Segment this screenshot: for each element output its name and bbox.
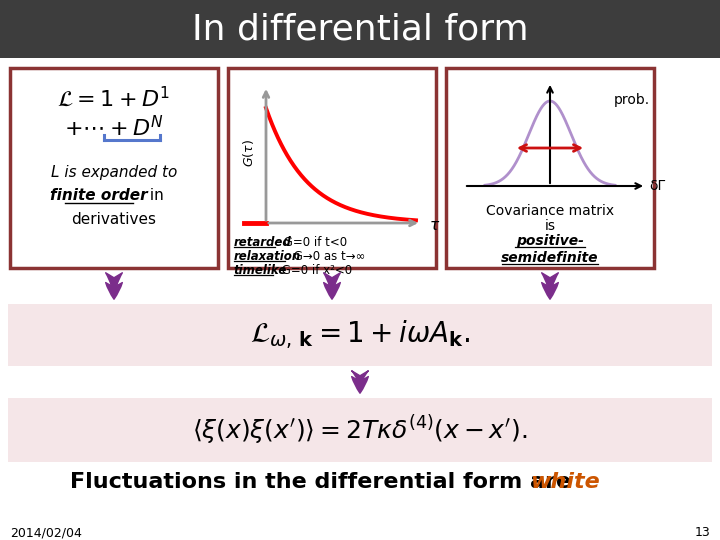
Text: $\tau$: $\tau$ — [429, 218, 440, 233]
Text: 2014/02/04: 2014/02/04 — [10, 526, 82, 539]
Text: semidefinite: semidefinite — [501, 251, 599, 265]
Text: : G→0 as t→∞: : G→0 as t→∞ — [286, 250, 365, 263]
Text: $+ \cdots + D^N$: $+ \cdots + D^N$ — [64, 116, 164, 140]
Text: δΓ: δΓ — [649, 179, 665, 193]
Text: in: in — [145, 188, 163, 204]
Text: : G=0 if x²<0: : G=0 if x²<0 — [274, 264, 352, 277]
Text: white: white — [530, 472, 600, 492]
Text: L is expanded to: L is expanded to — [51, 165, 177, 180]
Text: retarded: retarded — [234, 236, 292, 249]
Bar — [8, 398, 712, 462]
Text: prob.: prob. — [614, 93, 650, 107]
FancyBboxPatch shape — [228, 68, 436, 268]
Text: $G(\tau)$: $G(\tau)$ — [240, 139, 256, 167]
FancyBboxPatch shape — [10, 68, 218, 268]
Text: derivatives: derivatives — [71, 213, 156, 227]
Text: timelike: timelike — [234, 264, 287, 277]
Text: $\mathcal{L} = 1 + D^1$: $\mathcal{L} = 1 + D^1$ — [58, 86, 171, 110]
Text: Covariance matrix: Covariance matrix — [486, 204, 614, 218]
Text: $\langle \xi(x)\xi(x^\prime)\rangle = 2T\kappa\delta^{(4)}(x - x^\prime).$: $\langle \xi(x)\xi(x^\prime)\rangle = 2T… — [192, 413, 528, 447]
Bar — [8, 304, 712, 366]
Text: finite order: finite order — [50, 188, 148, 204]
Text: $\mathcal{L}_{\omega,\,\mathbf{k}} = 1 + i\omega A_{\mathbf{k}}.$: $\mathcal{L}_{\omega,\,\mathbf{k}} = 1 +… — [250, 319, 470, 352]
Text: relaxation: relaxation — [234, 250, 301, 263]
Text: : G=0 if t<0: : G=0 if t<0 — [276, 236, 347, 249]
Bar — [0, 0, 720, 58]
FancyBboxPatch shape — [446, 68, 654, 268]
Text: Fluctuations in the differential form are: Fluctuations in the differential form ar… — [70, 472, 579, 492]
Text: In differential form: In differential form — [192, 12, 528, 46]
Text: 13: 13 — [694, 526, 710, 539]
Text: positive-: positive- — [516, 234, 584, 248]
Text: is: is — [544, 219, 556, 233]
